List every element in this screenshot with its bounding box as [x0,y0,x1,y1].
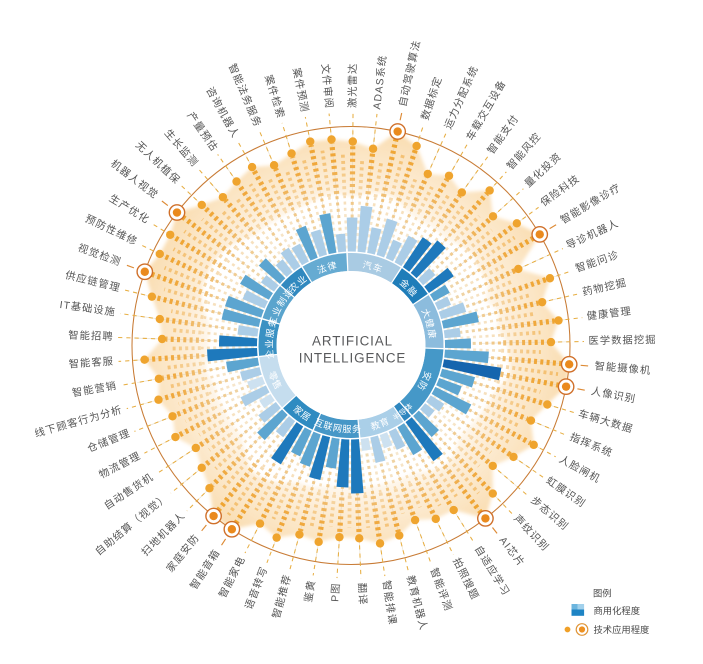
svg-text:翻译: 翻译 [355,582,369,605]
svg-text:业: 业 [264,339,274,348]
svg-text:服: 服 [265,328,276,339]
svg-text:大: 大 [420,307,434,320]
svg-text:务: 务 [351,423,361,435]
svg-text:医学数据挖掘: 医学数据挖掘 [588,333,656,347]
svg-text:业: 业 [271,305,284,318]
svg-text:鉴黄: 鉴黄 [302,579,319,604]
svg-text:汽: 汽 [362,259,373,272]
svg-text:零: 零 [266,370,279,382]
svg-text:网: 网 [332,423,343,434]
svg-text:文件审阅: 文件审阅 [319,63,336,109]
svg-text:安: 安 [420,370,434,383]
svg-text:商用化程度: 商用化程度 [594,605,641,616]
svg-text:智能客服: 智能客服 [68,354,114,370]
svg-text:ARTIFICIAL: ARTIFICIAL [312,334,393,349]
svg-text:居: 居 [299,410,312,423]
svg-text:法: 法 [315,262,328,276]
svg-text:教: 教 [369,419,381,432]
svg-text:车: 车 [372,261,384,274]
svg-text:体: 体 [403,401,415,413]
svg-text:育: 育 [378,415,391,429]
svg-text:技术应用程度: 技术应用程度 [594,624,650,635]
svg-text:务: 务 [266,317,279,329]
svg-text:INTELLIGENCE: INTELLIGENCE [299,351,407,366]
svg-text:企: 企 [264,349,276,359]
svg-text:康: 康 [426,328,438,339]
svg-text:售: 售 [270,378,284,391]
svg-text:半: 半 [391,411,402,423]
svg-text:导: 导 [397,406,408,418]
svg-text:激光雷达: 激光雷达 [346,63,359,109]
svg-text:联: 联 [322,420,334,432]
svg-text:图例: 图例 [593,588,612,599]
svg-text:服: 服 [342,424,352,434]
svg-text:健: 健 [423,317,436,329]
svg-text:律: 律 [326,259,337,272]
svg-text:工: 工 [267,315,279,327]
svg-text:智能招聘: 智能招聘 [68,328,114,343]
svg-text:P图: P图 [329,582,342,602]
svg-text:互: 互 [313,417,325,430]
